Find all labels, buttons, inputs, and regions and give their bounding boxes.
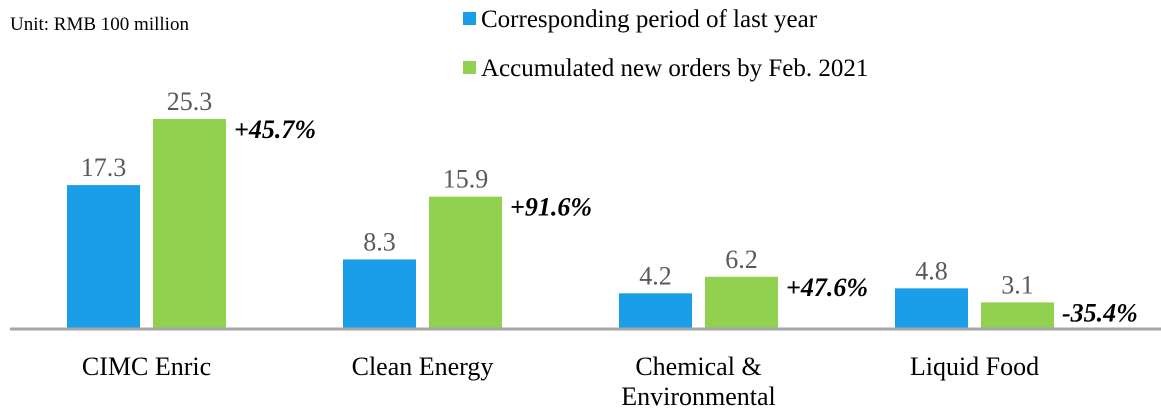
bar bbox=[981, 302, 1054, 328]
annotation: +47.6% bbox=[786, 273, 868, 302]
annotation: -35.4% bbox=[1062, 298, 1138, 327]
value-label: 25.3 bbox=[167, 87, 213, 116]
value-label: 4.2 bbox=[639, 261, 672, 290]
value-label: 4.8 bbox=[915, 256, 948, 285]
x-tick-label: Chemical & Environmental bbox=[621, 352, 776, 411]
bar bbox=[429, 196, 502, 328]
bar bbox=[619, 293, 692, 328]
bar bbox=[895, 288, 968, 328]
value-label: 15.9 bbox=[443, 165, 489, 194]
legend-label: Corresponding period of last year bbox=[481, 6, 818, 33]
x-tick-label: Clean Energy bbox=[351, 352, 494, 381]
legend-swatch bbox=[463, 61, 476, 74]
legend-label: Accumulated new orders by Feb. 2021 bbox=[481, 55, 868, 82]
annotation: +45.7% bbox=[234, 115, 316, 144]
value-label: 6.2 bbox=[725, 245, 758, 274]
bar bbox=[343, 259, 416, 328]
value-label: 3.1 bbox=[1001, 270, 1034, 299]
x-tick-label: CIMC Enric bbox=[81, 352, 212, 381]
unit-note: Unit: RMB 100 million bbox=[10, 14, 189, 35]
x-tick-label: Liquid Food bbox=[909, 352, 1040, 381]
bar bbox=[705, 276, 778, 328]
legend-swatch bbox=[463, 12, 476, 25]
value-label: 17.3 bbox=[81, 153, 127, 182]
bar bbox=[153, 119, 226, 328]
value-label: 8.3 bbox=[363, 227, 396, 256]
annotation: +91.6% bbox=[510, 193, 592, 222]
bar bbox=[67, 185, 140, 328]
